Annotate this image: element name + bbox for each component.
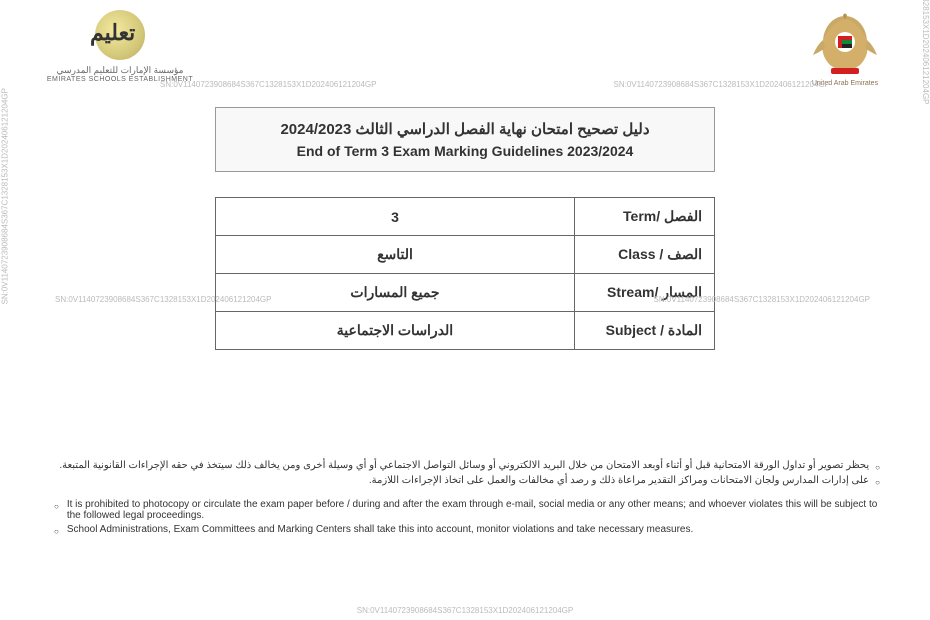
watermark: SN:0V1140723908684S367C1328153X1D2024061… [55, 295, 271, 304]
table-row: جميع المسارات المسار /Stream [216, 274, 715, 312]
title-ar: دليل تصحيح امتحان نهاية الفصل الدراسي ال… [226, 120, 704, 138]
notes-ar: ○ يحظر تصوير أو تداول الورقة الامتحانية … [50, 460, 880, 487]
watermark: SN:0V1140723908684S367C1328153X1D2024061… [654, 295, 870, 304]
notes-en: ○ It is prohibited to photocopy or circu… [50, 499, 880, 536]
watermark: SN:0V1140723908684S367C1328153X1D2024061… [921, 0, 930, 105]
note-line: ○ School Administrations, Exam Committee… [50, 524, 880, 536]
page: تعليم مؤسسة الإمارات للتعليم المدرسي EMI… [0, 0, 930, 620]
bullet-icon: ○ [875, 478, 880, 487]
watermark: SN:0V1140723908684S367C1328153X1D2024061… [614, 80, 830, 89]
bullet-icon: ○ [875, 463, 880, 472]
notes: ○ يحظر تصوير أو تداول الورقة الامتحانية … [40, 460, 890, 536]
note-line: ○ على إدارات المدارس ولجان الامتحانات وم… [50, 475, 880, 487]
falcon-icon [805, 10, 885, 80]
term-value: 3 [216, 198, 575, 236]
note-text: It is prohibited to photocopy or circula… [67, 499, 880, 521]
class-value: التاسع [216, 236, 575, 274]
info-table: 3 الفصل /Term التاسع الصف / Class جميع ا… [215, 197, 715, 350]
title-en: End of Term 3 Exam Marking Guidelines 20… [226, 143, 704, 159]
table-row: 3 الفصل /Term [216, 198, 715, 236]
table-row: الدراسات الاجتماعية المادة / Subject [216, 312, 715, 350]
ese-logo-mark: تعليم [95, 10, 145, 60]
stream-value: جميع المسارات [216, 274, 575, 312]
bullet-icon: ○ [54, 527, 59, 536]
class-label: الصف / Class [575, 236, 715, 274]
note-text: School Administrations, Exam Committees … [67, 524, 693, 535]
watermark: SN:0V1140723908684S367C1328153X1D2024061… [160, 80, 376, 89]
ese-name-ar: مؤسسة الإمارات للتعليم المدرسي [40, 65, 200, 76]
note-text: يحظر تصوير أو تداول الورقة الامتحانية قب… [59, 460, 869, 471]
subject-value: الدراسات الاجتماعية [216, 312, 575, 350]
subject-label: المادة / Subject [575, 312, 715, 350]
table-row: التاسع الصف / Class [216, 236, 715, 274]
uae-emblem: United Arab Emirates [800, 10, 890, 87]
watermark: SN:0V1140723908684S367C1328153X1D2024061… [357, 606, 573, 615]
stream-label: المسار /Stream [575, 274, 715, 312]
term-label: الفصل /Term [575, 198, 715, 236]
bullet-icon: ○ [54, 502, 59, 511]
note-line: ○ It is prohibited to photocopy or circu… [50, 499, 880, 521]
note-line: ○ يحظر تصوير أو تداول الورقة الامتحانية … [50, 460, 880, 472]
header: تعليم مؤسسة الإمارات للتعليم المدرسي EMI… [40, 10, 890, 87]
ese-logo-arabic: تعليم [90, 20, 135, 46]
watermark: SN:0V1140723908684S367C1328153X1D2024061… [1, 88, 10, 304]
note-text: على إدارات المدارس ولجان الامتحانات ومرا… [369, 475, 869, 486]
ese-logo: تعليم مؤسسة الإمارات للتعليم المدرسي EMI… [40, 10, 200, 83]
title-box: دليل تصحيح امتحان نهاية الفصل الدراسي ال… [215, 107, 715, 172]
